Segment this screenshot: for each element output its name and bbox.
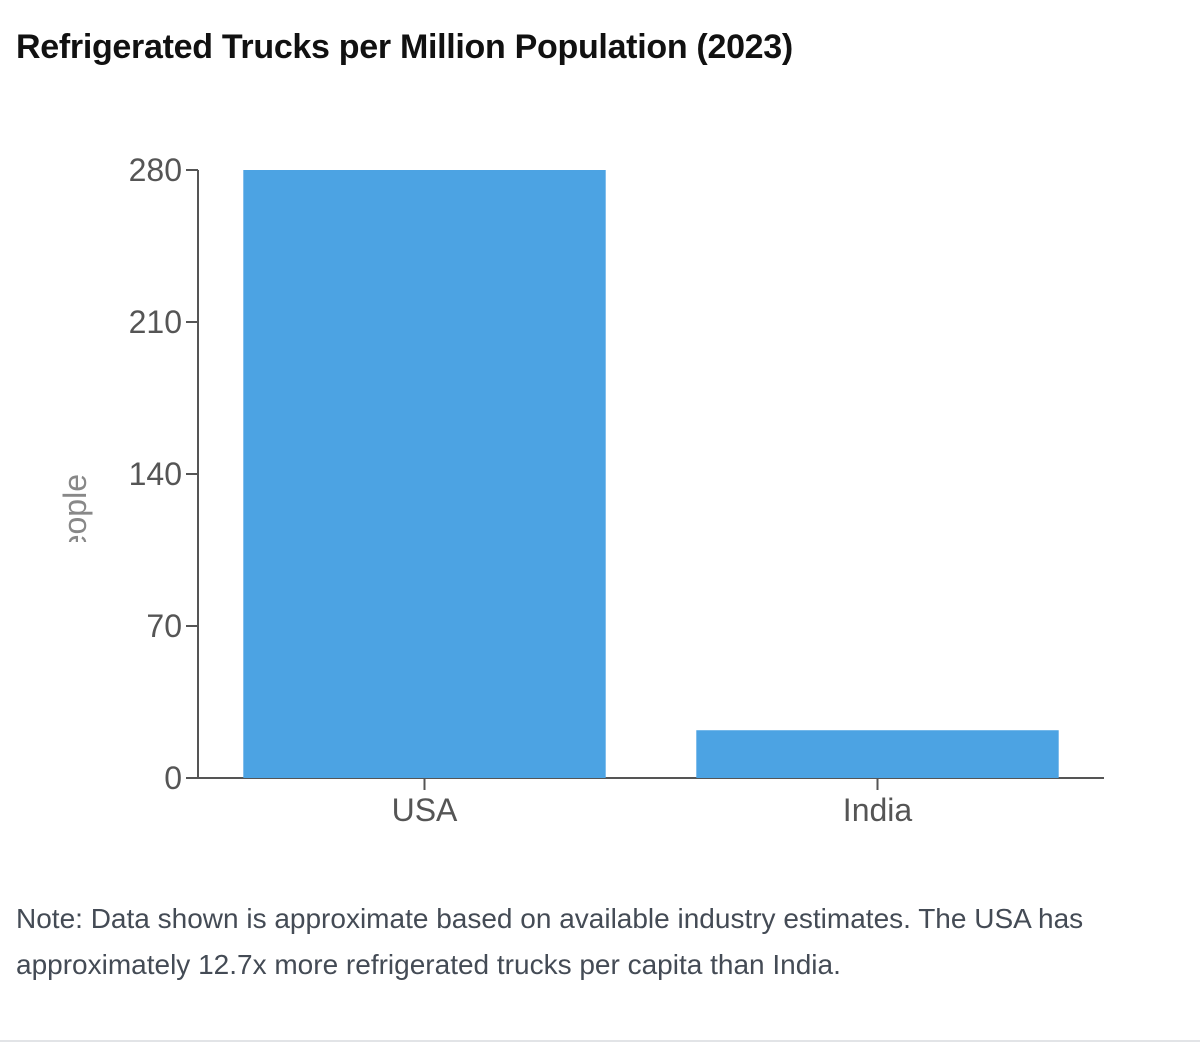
bottom-divider	[0, 1040, 1200, 1042]
x-tick-label-usa: USA	[392, 792, 458, 828]
y-tick-label: 210	[129, 304, 182, 340]
y-tick-label: 70	[146, 608, 182, 644]
y-axis-title: Trucks per Million People	[57, 474, 93, 832]
y-tick-label: 280	[129, 152, 182, 188]
y-axis-ticks: 0 70 140 210 280	[129, 152, 198, 796]
bar-usa[interactable]	[243, 170, 606, 778]
y-tick-label: 140	[129, 456, 182, 492]
bars-group	[243, 170, 1059, 778]
y-tick-label: 0	[164, 760, 182, 796]
x-axis-ticks: USA India	[392, 778, 913, 828]
bar-india[interactable]	[696, 730, 1059, 778]
chart-note: Note: Data shown is approximate based on…	[16, 903, 1084, 980]
chart-title: Refrigerated Trucks per Million Populati…	[16, 28, 793, 66]
x-tick-label-india: India	[843, 792, 913, 828]
bar-chart: Trucks per Million People 0 70 140 210 280 U…	[57, 152, 1104, 832]
